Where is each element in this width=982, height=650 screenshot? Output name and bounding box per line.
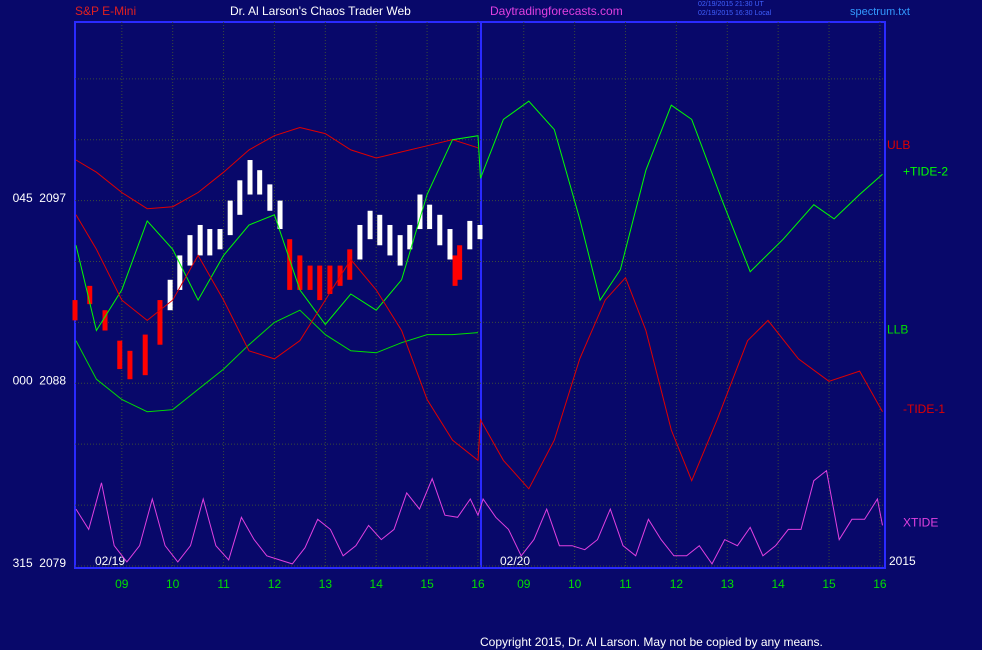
price-bar bbox=[157, 300, 163, 345]
price-bar bbox=[317, 265, 323, 301]
file-name: spectrum.txt bbox=[850, 6, 910, 18]
y-tick-label: 000 2088 bbox=[13, 373, 67, 387]
x-tick-label: 12 bbox=[670, 577, 684, 591]
price-bar bbox=[187, 235, 193, 266]
price-bar bbox=[347, 249, 353, 280]
x-tick-label: 11 bbox=[217, 577, 230, 591]
series-label: LLB bbox=[887, 323, 908, 337]
price-bar bbox=[247, 160, 253, 195]
year-label: 2015 bbox=[889, 554, 916, 568]
x-tick-label: 15 bbox=[420, 577, 434, 591]
series-label: ULB bbox=[887, 138, 910, 152]
x-tick-label: 15 bbox=[822, 577, 836, 591]
series-line bbox=[75, 126, 479, 210]
price-bar bbox=[197, 224, 203, 256]
series-line bbox=[75, 309, 479, 413]
price-bar bbox=[357, 224, 363, 260]
stamp-ut: 02/19/2015 21:30 UT bbox=[698, 1, 764, 8]
price-bar bbox=[437, 214, 443, 246]
price-bar bbox=[377, 214, 383, 246]
price-bar bbox=[167, 279, 173, 311]
price-bar bbox=[397, 235, 403, 266]
y-tick-label: 045 2097 bbox=[13, 191, 67, 205]
price-bar bbox=[452, 255, 458, 286]
price-bar bbox=[267, 184, 273, 211]
copyright: Copyright 2015, Dr. Al Larson. May not b… bbox=[480, 635, 823, 649]
series-label: +TIDE-2 bbox=[903, 164, 948, 178]
price-bar bbox=[407, 224, 413, 250]
series-label: -TIDE-1 bbox=[903, 402, 945, 416]
price-bar bbox=[457, 245, 463, 280]
x-tick-label: 11 bbox=[619, 577, 632, 591]
price-bar bbox=[257, 170, 263, 195]
series-line bbox=[75, 214, 883, 490]
price-bar bbox=[447, 229, 453, 260]
x-tick-label: 09 bbox=[517, 577, 531, 591]
x-tick-label: 13 bbox=[721, 577, 735, 591]
instrument: S&P E-Mini bbox=[75, 4, 136, 18]
price-bar bbox=[287, 239, 293, 290]
series-label: XTIDE bbox=[903, 516, 938, 530]
x-tick-label: 13 bbox=[319, 577, 333, 591]
site: Daytradingforecasts.com bbox=[490, 4, 623, 18]
date-label: 02/20 bbox=[500, 554, 530, 568]
price-bar bbox=[127, 350, 133, 380]
price-bar bbox=[307, 265, 313, 290]
chart-title: Dr. Al Larson's Chaos Trader Web bbox=[230, 4, 411, 18]
x-tick-label: 16 bbox=[471, 577, 485, 591]
price-bar bbox=[367, 210, 373, 240]
series-line bbox=[75, 469, 883, 565]
price-bar bbox=[177, 255, 183, 290]
price-bar bbox=[327, 265, 333, 294]
x-tick-label: 12 bbox=[268, 577, 282, 591]
price-bar bbox=[217, 229, 223, 250]
price-bar bbox=[207, 229, 213, 256]
price-bar bbox=[227, 200, 233, 236]
price-bar bbox=[277, 200, 283, 230]
price-bar bbox=[387, 224, 393, 256]
x-tick-label: 10 bbox=[166, 577, 180, 591]
price-bar bbox=[87, 285, 93, 305]
x-tick-label: 09 bbox=[115, 577, 129, 591]
price-bar bbox=[467, 220, 473, 250]
price-bar bbox=[142, 334, 148, 376]
price-bar bbox=[117, 340, 123, 370]
price-bar bbox=[427, 204, 433, 230]
price-bar bbox=[297, 255, 303, 290]
price-bar bbox=[477, 224, 483, 240]
stamp-local: 02/19/2015 16:30 Local bbox=[698, 10, 772, 17]
x-tick-label: 10 bbox=[568, 577, 582, 591]
x-tick-label: 14 bbox=[370, 577, 384, 591]
x-tick-label: 14 bbox=[771, 577, 785, 591]
price-bar bbox=[417, 194, 423, 230]
price-bar bbox=[102, 310, 108, 331]
date-label: 02/19 bbox=[95, 554, 125, 568]
x-tick-label: 16 bbox=[873, 577, 887, 591]
y-tick-label: 315 2079 bbox=[13, 556, 67, 570]
price-bar bbox=[72, 300, 78, 321]
price-bar bbox=[237, 180, 243, 215]
